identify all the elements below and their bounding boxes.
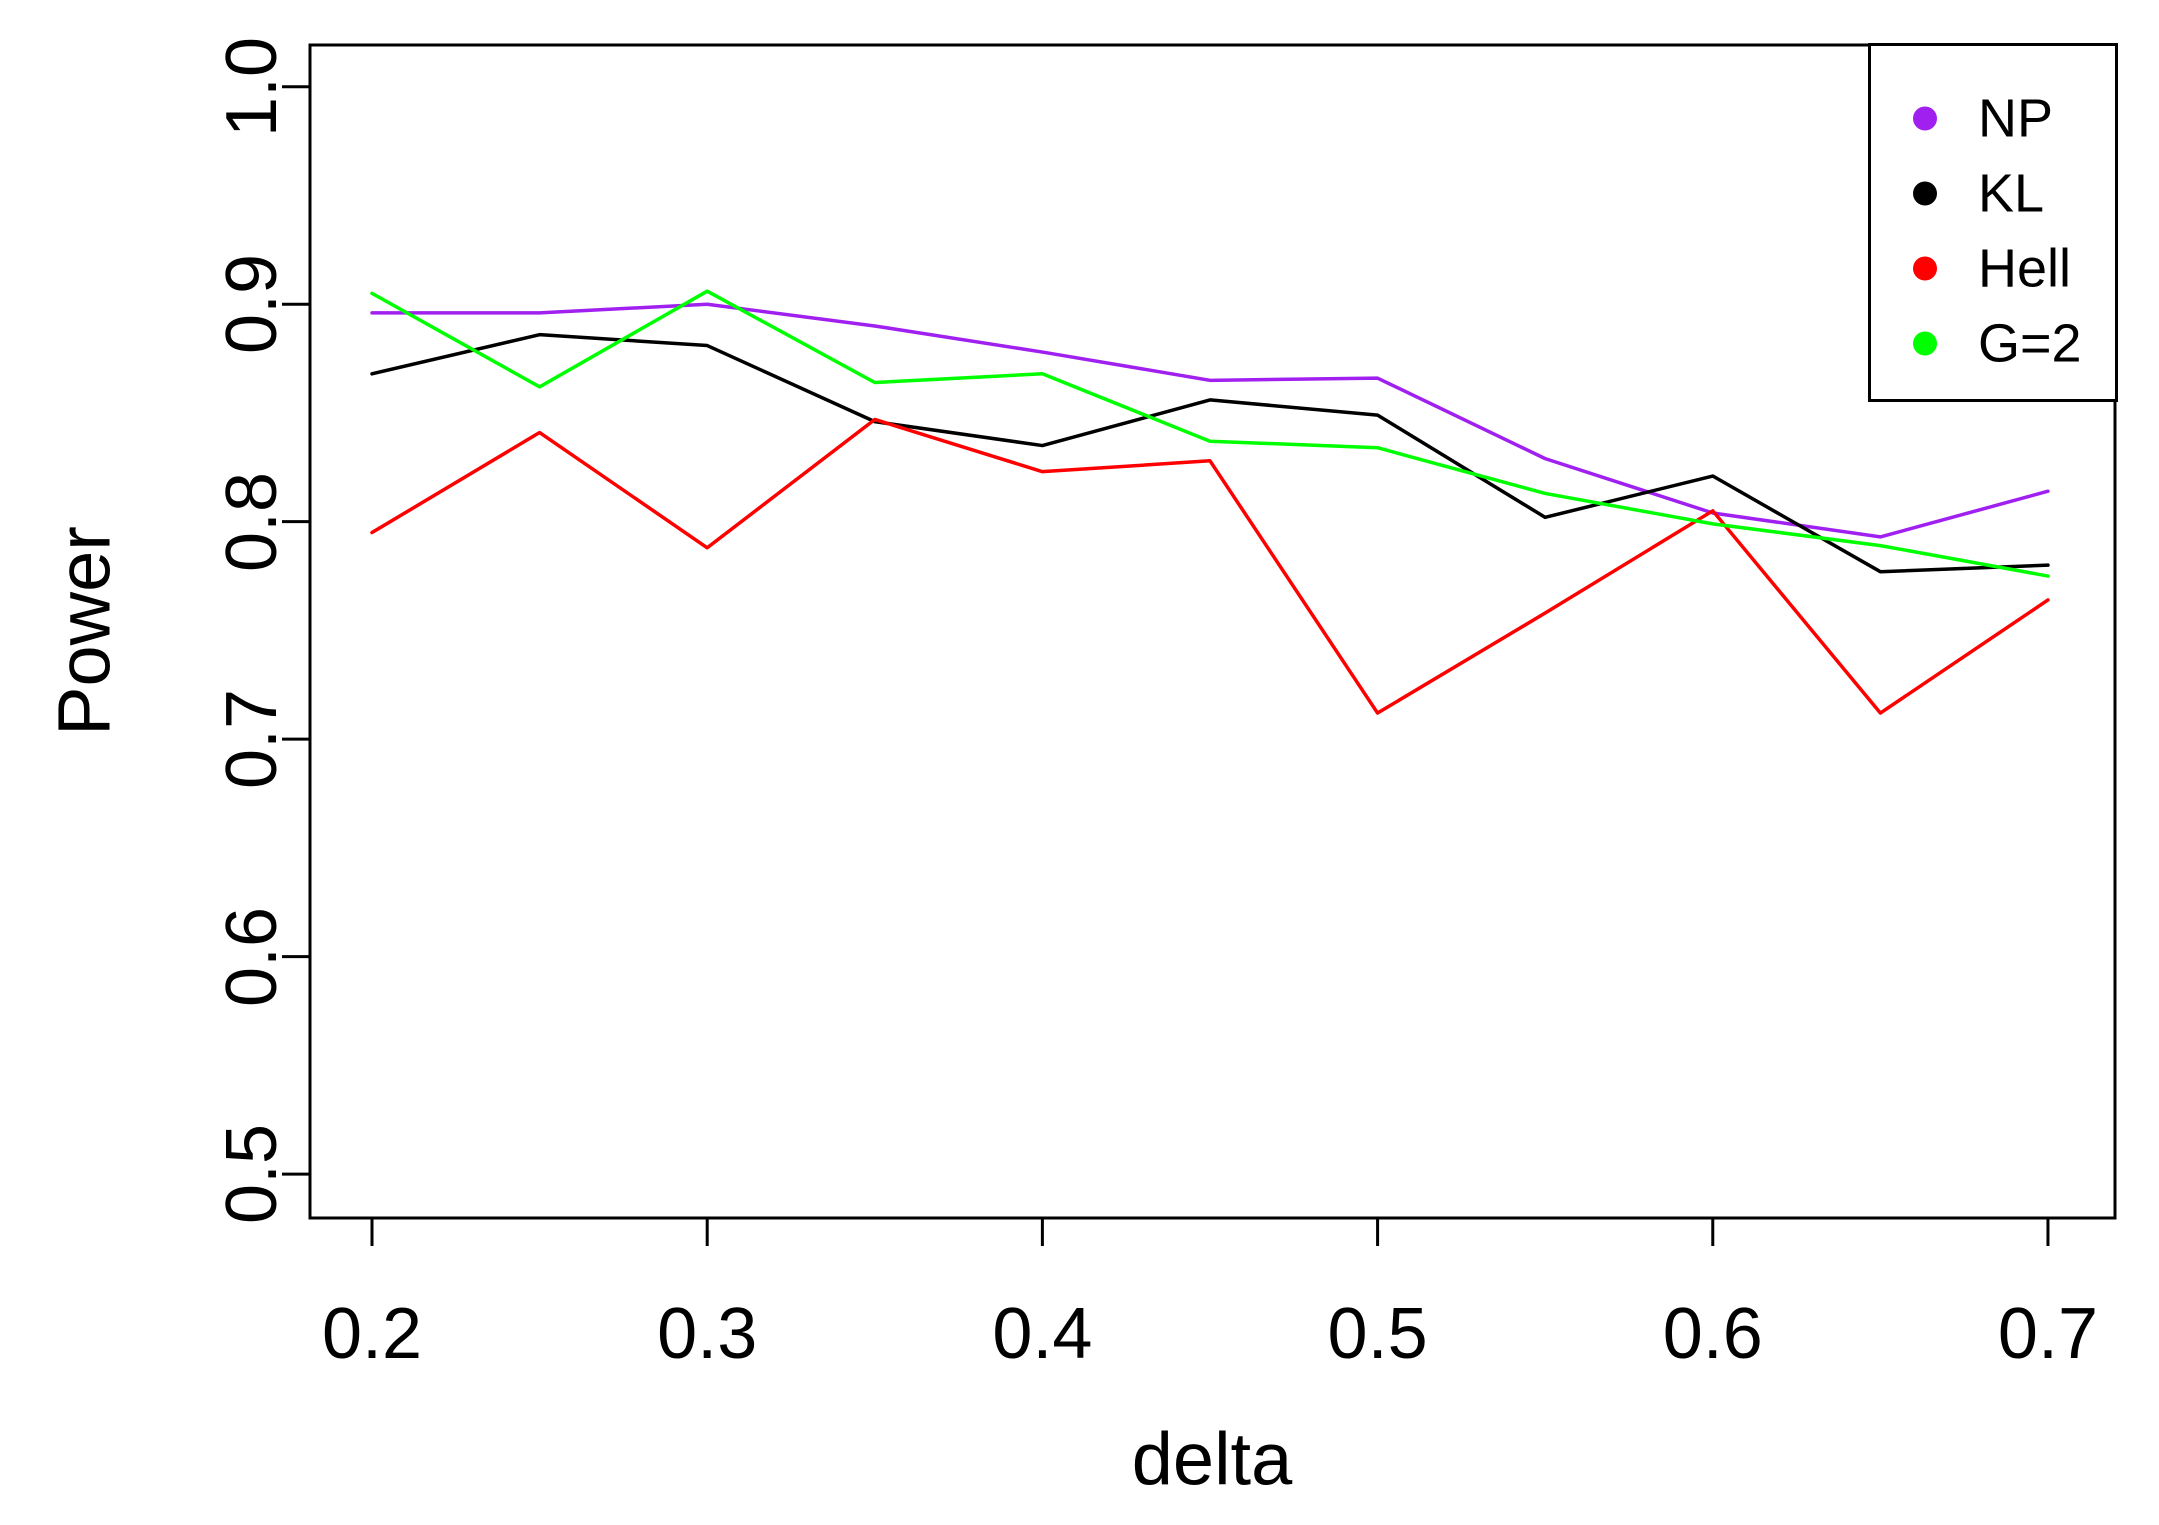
x-tick-label: 0.4 xyxy=(992,1294,1093,1374)
y-tick-label: 0.9 xyxy=(212,254,292,355)
series-line-np xyxy=(370,302,2050,539)
series-line-g2 xyxy=(370,289,2050,578)
y-tick-label: 1.0 xyxy=(212,36,292,137)
series-line-hell xyxy=(370,417,2050,715)
x-tick-label: 0.3 xyxy=(657,1294,758,1374)
plot-frame xyxy=(308,43,2117,1220)
x-tick-label: 0.6 xyxy=(1662,1294,1763,1374)
x-axis-title: delta xyxy=(1131,1417,1293,1501)
x-tick-label: 0.7 xyxy=(1997,1294,2098,1374)
y-tick-label: 0.7 xyxy=(212,689,292,790)
y-tick-label: 0.6 xyxy=(212,906,292,1007)
x-tick-label: 0.5 xyxy=(1327,1294,1428,1374)
g2-series-dot-icon xyxy=(1913,331,1937,355)
legend-item-np: NP xyxy=(1871,81,2115,156)
legend: NP KL Hell G=2 xyxy=(1868,43,2118,402)
legend-item-kl: KL xyxy=(1871,156,2115,231)
y-tick-label: 0.8 xyxy=(212,471,292,572)
y-tick-label: 0.5 xyxy=(212,1124,292,1225)
legend-item-hell: Hell xyxy=(1871,231,2115,306)
x-tick-label: 0.2 xyxy=(321,1294,423,1374)
hell-series-dot-icon xyxy=(1913,256,1937,280)
legend-label-np: NP xyxy=(1978,88,2054,148)
kl-series-dot-icon xyxy=(1913,181,1937,205)
legend-label-g2: G=2 xyxy=(1978,313,2082,373)
y-axis-title: Power xyxy=(42,526,126,736)
np-series-dot-icon xyxy=(1913,106,1937,130)
legend-label-hell: Hell xyxy=(1978,238,2072,298)
series-line-kl xyxy=(370,332,2050,574)
legend-item-g2: G=2 xyxy=(1871,306,2115,381)
legend-label-kl: KL xyxy=(1978,163,2045,223)
